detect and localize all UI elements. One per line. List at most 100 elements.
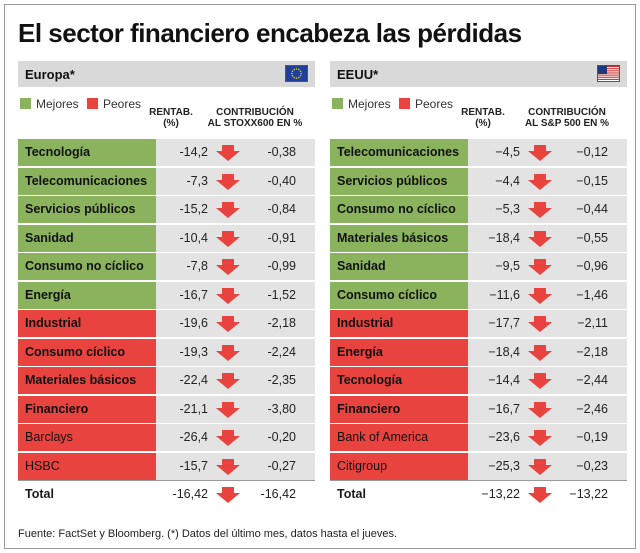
table-row: Tecnología -14,2 -0,38	[18, 139, 315, 168]
down-arrow-icon	[216, 373, 240, 389]
legend-label-best: Mejores	[348, 97, 391, 111]
down-arrow-icon	[528, 458, 552, 475]
row-label: Industrial	[330, 310, 468, 337]
down-arrow-icon	[528, 230, 552, 247]
eu-star	[291, 75, 294, 77]
contrib-value: −2,46	[576, 401, 608, 416]
down-arrow-icon	[216, 401, 240, 418]
eu-star	[299, 70, 302, 72]
column-header-rentab-line2: (%)	[163, 118, 179, 129]
legend-swatch-worst	[399, 98, 410, 109]
row-label: Telecomunicaciones	[330, 139, 468, 166]
table-row: Servicios públicos −4,4 −0,15	[330, 167, 627, 196]
contrib-value: −0,55	[576, 230, 608, 245]
total-divider	[330, 480, 627, 481]
table-row: Sanidad −9,5 −0,96	[330, 253, 627, 282]
rentab-value: -22,4	[179, 373, 209, 387]
column-header-rentab-line1: RENTAB.	[461, 107, 505, 118]
down-arrow-icon	[216, 173, 240, 190]
eu-star	[291, 70, 294, 72]
contrib-value: -2,35	[267, 373, 297, 387]
row-label: Materiales básicos	[330, 224, 468, 252]
down-arrow-icon	[528, 287, 552, 304]
eu-star	[293, 68, 295, 71]
us-flag-icon	[597, 65, 620, 82]
legend-label-best: Mejores	[36, 97, 79, 111]
down-arrow-icon	[528, 373, 552, 389]
column-header-rentab-line2: (%)	[475, 118, 491, 129]
column-header-rentab: RENTAB. (%)	[458, 107, 508, 129]
contrib-value: -0,99	[267, 259, 297, 273]
down-arrow-icon	[528, 259, 552, 275]
down-arrow-icon	[216, 259, 240, 275]
table-row: HSBC -15,7 -0,27	[18, 452, 315, 481]
panel-name: Europa*	[25, 67, 75, 82]
table-row: Materiales básicos -22,4 -2,35	[18, 367, 315, 396]
contrib-value: −0,96	[576, 259, 608, 273]
contrib-value: −2,44	[576, 373, 608, 387]
row-label: Consumo cíclico	[330, 281, 468, 309]
rentab-value: -19,6	[179, 316, 209, 330]
row-label: Servicios públicos	[330, 167, 468, 195]
contrib-value: -0,27	[267, 458, 297, 473]
eu-star	[298, 76, 300, 79]
rentab-value: -15,2	[179, 202, 209, 216]
down-arrow-icon	[216, 145, 240, 161]
row-label: Servicios públicos	[18, 196, 156, 223]
eu-star	[291, 72, 293, 75]
down-arrow-icon	[528, 487, 552, 503]
table-row: Industrial -19,6 -2,18	[18, 310, 315, 339]
row-label: Materiales básicos	[18, 367, 156, 394]
row-label: Energía	[330, 338, 468, 366]
down-arrow-icon	[216, 430, 240, 446]
eu-star	[300, 72, 302, 75]
column-header-contrib-line2: AL S&P 500 EN %	[524, 118, 610, 129]
rentab-value: -10,4	[179, 230, 209, 245]
table-row-total: Total −13,22 −13,22	[330, 480, 627, 510]
row-label: Financiero	[18, 395, 156, 423]
row-label: Consumo no cíclico	[18, 253, 156, 280]
panel-name: EEUU*	[337, 67, 379, 82]
legend-swatch-worst	[87, 98, 98, 109]
row-label: Total	[330, 481, 468, 508]
rentab-value: −4,4	[495, 173, 520, 188]
contrib-value: −0,19	[576, 430, 608, 444]
contrib-value: −1,46	[576, 287, 608, 302]
row-label: Financiero	[330, 395, 468, 423]
down-arrow-icon	[216, 344, 240, 361]
rentab-value: −14,4	[488, 373, 520, 387]
row-label: Consumo no cíclico	[330, 196, 468, 223]
table-row: Citigroup −25,3 −0,23	[330, 452, 627, 481]
rentab-value: -19,3	[179, 344, 209, 359]
down-arrow-icon	[528, 145, 552, 161]
table-row: Industrial −17,7 −2,11	[330, 310, 627, 339]
table-row: Materiales básicos −18,4 −0,55	[330, 224, 627, 253]
rentab-value: -7,8	[186, 259, 208, 273]
contrib-value: −2,18	[576, 344, 608, 359]
row-label: Sanidad	[330, 253, 468, 280]
down-arrow-icon	[528, 401, 552, 418]
down-arrow-icon	[528, 430, 552, 446]
column-header-contrib-line1: CONTRIBUCIÓN	[528, 107, 606, 118]
row-label: Telecomunicaciones	[18, 167, 156, 195]
source-note: Fuente: FactSet y Bloomberg. (*) Datos d…	[18, 528, 398, 540]
rentab-value: -15,7	[179, 458, 209, 473]
column-header-contrib: CONTRIBUCIÓN AL S&P 500 EN %	[508, 107, 626, 129]
down-arrow-icon	[528, 173, 552, 190]
table-row-total: Total -16,42 -16,42	[18, 480, 315, 510]
rentab-value: −25,3	[488, 458, 520, 473]
contrib-value: −0,44	[576, 202, 608, 216]
contrib-value: -0,40	[267, 173, 297, 188]
contrib-value: -3,80	[267, 401, 297, 416]
rentab-value: -21,1	[179, 401, 209, 416]
row-label: Consumo cíclico	[18, 338, 156, 366]
rentab-value: −23,6	[488, 430, 520, 444]
contrib-value: -1,52	[267, 287, 297, 302]
table-row: Tecnología −14,4 −2,44	[330, 367, 627, 396]
down-arrow-icon	[216, 487, 240, 503]
column-header-contrib-line1: CONTRIBUCIÓN	[216, 107, 294, 118]
table-row: Financiero -21,1 -3,80	[18, 395, 315, 424]
legend-label-worst: Peores	[415, 97, 454, 111]
panel-header: EEUU*	[330, 61, 627, 87]
rentab-value: −13,22	[481, 487, 520, 501]
